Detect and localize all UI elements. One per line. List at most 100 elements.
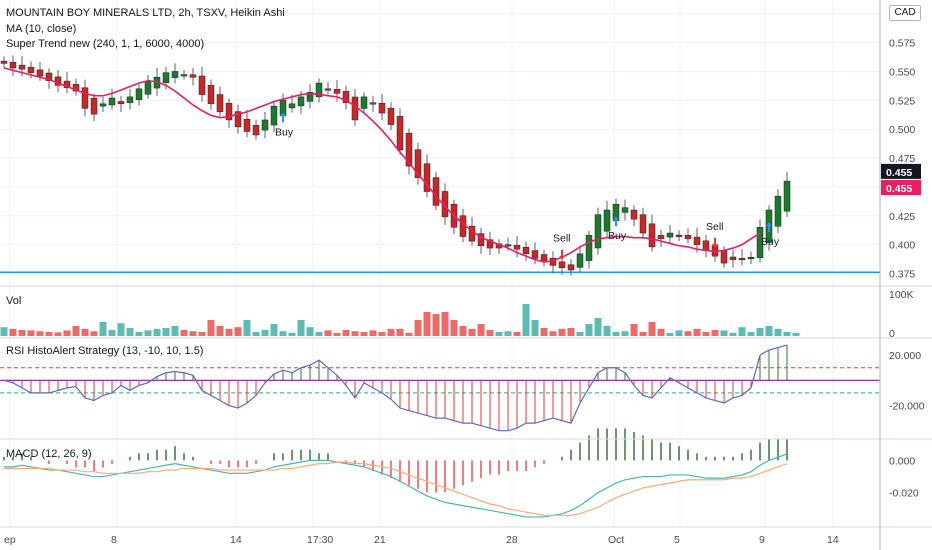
candle-down [513,245,521,250]
volume-bar [477,324,485,336]
volume-bar [360,332,368,336]
candle-up [783,180,791,212]
volume-bar [594,318,602,336]
candle-up [306,92,314,102]
candle-up [576,253,584,268]
sell-arrow [559,249,565,260]
volume-pane[interactable] [0,304,800,336]
candle-down [369,102,377,105]
volume-bar [387,328,395,336]
volume-bar [9,328,17,336]
time-tick-label: 5 [674,534,680,546]
volume-bar [558,328,566,336]
candle-down [693,236,701,245]
candle-up [621,207,629,213]
buy-label: Buy [608,230,627,242]
time-tick-label: 8 [111,534,117,546]
candle-down [396,116,404,151]
rsi-line [3,344,788,432]
candle-down [531,250,539,259]
supertrend-legend[interactable]: Super Trend new (240, 1, 1, 6000, 4000) [6,38,205,50]
volume-bar [549,331,557,336]
volume-bar [324,330,332,336]
rsi-legend[interactable]: RSI HistoAlert Strategy (13, -10, 10, 1.… [6,345,204,357]
volume-bar [279,331,287,336]
candle-down [477,233,485,247]
buy-arrow [766,221,772,232]
candle-up [162,72,170,83]
rsi-pane[interactable] [0,344,880,432]
volume-bar [720,330,728,336]
candle-down [423,163,431,192]
price-tick-label: 0.525 [889,95,915,107]
ma-legend[interactable]: MA (10, close) [6,23,77,35]
candle-up [585,235,593,261]
signal-line [4,461,788,516]
price-tick-label: 0.575 [889,38,915,50]
candle-down [702,240,710,251]
volume-bar [729,332,737,336]
candle-down [567,264,575,271]
volume-bar [405,332,413,336]
volume-bar [765,326,773,336]
candle-down [225,102,233,121]
time-tick-label: 9 [759,534,765,546]
candle-up [504,244,512,247]
volume-bar [36,331,44,336]
candle-down [63,80,71,88]
volume-bar [198,332,206,336]
volume-bar [153,328,161,336]
time-tick-label: 14 [827,534,839,546]
candle-up [144,81,152,95]
candle-down [72,84,80,92]
candle-up [324,88,332,91]
volume-bar [504,331,512,336]
main-legend-title[interactable]: MOUNTAIN BOY MINERALS LTD, 2h, TSXV, Hei… [6,7,285,19]
candle-down [117,101,125,105]
volume-bar [711,330,719,336]
candle-down [432,177,440,206]
price-pane[interactable]: Buy Sell Buy Sell Buy [0,55,880,276]
candle-down [630,209,638,220]
time-tick-label: 21 [374,534,386,546]
candle-down [36,69,44,77]
volume-bar [117,323,125,336]
candle-down [27,66,35,73]
volume-bar [54,332,62,336]
volume-bar [378,332,386,336]
volume-bar [306,327,314,336]
volume-bar [18,330,26,336]
volume-tick-label: 0 [889,328,895,340]
ma-price-tag: 0.455 [886,183,912,195]
ma-price-tag-bg [881,180,921,196]
volume-bar [216,326,224,336]
volume-bar [261,330,269,336]
volume-bar [234,327,242,336]
volume-bar [747,332,755,336]
volume-legend[interactable]: Vol [6,295,22,307]
volume-bar [486,330,494,336]
candle-down [414,149,422,178]
candle-down [342,91,350,103]
ma-line [3,67,761,263]
candle-down [378,102,386,114]
candle-down [405,132,413,167]
volume-bar [333,332,341,336]
candle-down [648,223,656,248]
volume-bar [252,332,260,336]
candle-down [657,235,665,240]
volume-bar [738,327,746,336]
volume-bar [468,328,476,336]
candle-up [171,71,179,78]
volume-bar [207,320,215,336]
volume-bar [567,328,575,336]
volume-bar [369,330,377,336]
candle-down [252,125,260,136]
time-tick-label: 14 [230,534,242,546]
macd-pane[interactable] [3,428,788,518]
currency-button[interactable]: CAD [889,5,921,21]
macd-legend[interactable]: MACD (12, 26, 9) [6,448,92,460]
volume-tick-label: 100K [889,289,914,301]
